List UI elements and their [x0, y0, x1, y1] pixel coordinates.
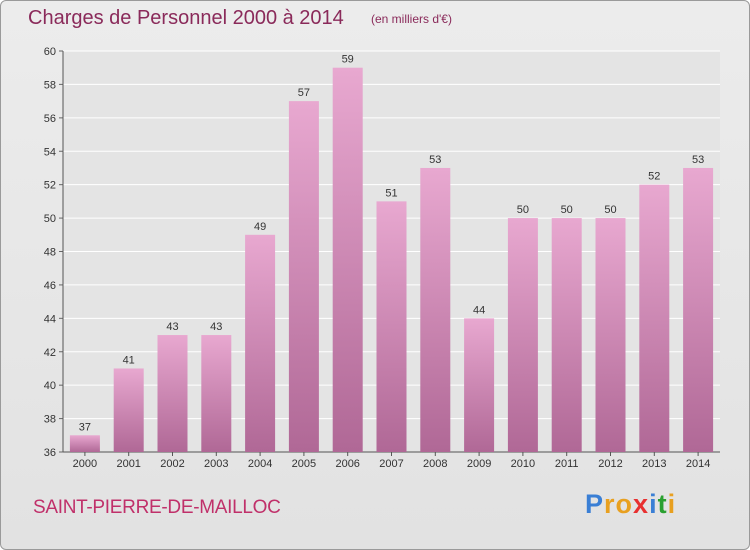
x-tick-label: 2013 — [642, 458, 666, 470]
data-label: 44 — [473, 304, 485, 316]
logo-letter: t — [657, 489, 668, 519]
data-label: 43 — [210, 321, 222, 333]
x-tick-label: 2010 — [511, 458, 535, 470]
logo-letter: x — [633, 489, 650, 519]
data-label: 37 — [79, 421, 91, 433]
data-label: 50 — [561, 204, 573, 216]
data-label: 57 — [298, 87, 310, 99]
bar — [245, 234, 276, 452]
bar — [288, 101, 319, 452]
bar — [464, 318, 495, 452]
logo-letter: i — [667, 489, 677, 519]
data-label: 51 — [385, 187, 397, 199]
data-label: 52 — [648, 171, 660, 183]
y-tick-label: 50 — [44, 213, 56, 225]
data-label: 43 — [166, 321, 178, 333]
data-label: 50 — [604, 204, 616, 216]
y-tick-label: 48 — [44, 247, 56, 259]
logo-letter: i — [649, 489, 658, 519]
x-tick-label: 2012 — [598, 458, 622, 470]
bar — [551, 218, 582, 452]
x-tick-label: 2011 — [555, 458, 579, 470]
x-tick-label: 2009 — [467, 458, 491, 470]
x-tick-label: 2000 — [73, 458, 97, 470]
bar — [420, 167, 451, 453]
x-tick-label: 2007 — [379, 458, 403, 470]
logo-letter: r — [604, 489, 616, 519]
bar — [683, 167, 714, 453]
y-tick-label: 42 — [44, 347, 56, 359]
y-tick-label: 46 — [44, 280, 56, 292]
data-label: 41 — [123, 354, 135, 366]
x-tick-label: 2005 — [292, 458, 316, 470]
y-tick-label: 44 — [44, 313, 56, 325]
data-label: 59 — [342, 54, 354, 66]
bar — [507, 218, 538, 452]
y-tick-label: 54 — [44, 146, 56, 158]
bar — [332, 67, 363, 452]
data-label: 53 — [692, 154, 704, 166]
bar — [113, 368, 144, 452]
bar — [376, 201, 407, 452]
y-tick-label: 56 — [44, 113, 56, 125]
commune-name: SAINT-PIERRE-DE-MAILLOC — [33, 497, 281, 518]
bar — [157, 335, 188, 452]
x-tick-label: 2002 — [160, 458, 184, 470]
chart-subtitle: (en milliers d'€) — [371, 12, 452, 26]
x-tick-label: 2003 — [204, 458, 228, 470]
x-tick-label: 2001 — [116, 458, 140, 470]
chart-title: Charges de Personnel 2000 à 2014 — [28, 7, 344, 29]
y-tick-label: 36 — [44, 447, 56, 459]
bar — [201, 335, 232, 452]
x-tick-label: 2006 — [335, 458, 359, 470]
logo-letter: P — [585, 489, 605, 519]
y-tick-label: 60 — [44, 46, 56, 58]
x-tick-label: 2008 — [423, 458, 447, 470]
x-tick-label: 2014 — [686, 458, 710, 470]
bar — [69, 435, 100, 452]
proxiti-logo[interactable]: Proxiti — [585, 489, 676, 520]
x-tick-label: 2004 — [248, 458, 272, 470]
logo-letter: o — [615, 489, 634, 519]
data-label: 53 — [429, 154, 441, 166]
bar — [595, 218, 626, 452]
y-tick-label: 58 — [44, 79, 56, 91]
data-label: 49 — [254, 221, 266, 233]
y-tick-label: 52 — [44, 180, 56, 192]
y-tick-label: 38 — [44, 414, 56, 426]
data-label: 50 — [517, 204, 529, 216]
y-tick-label: 40 — [44, 380, 56, 392]
bar — [639, 184, 670, 452]
